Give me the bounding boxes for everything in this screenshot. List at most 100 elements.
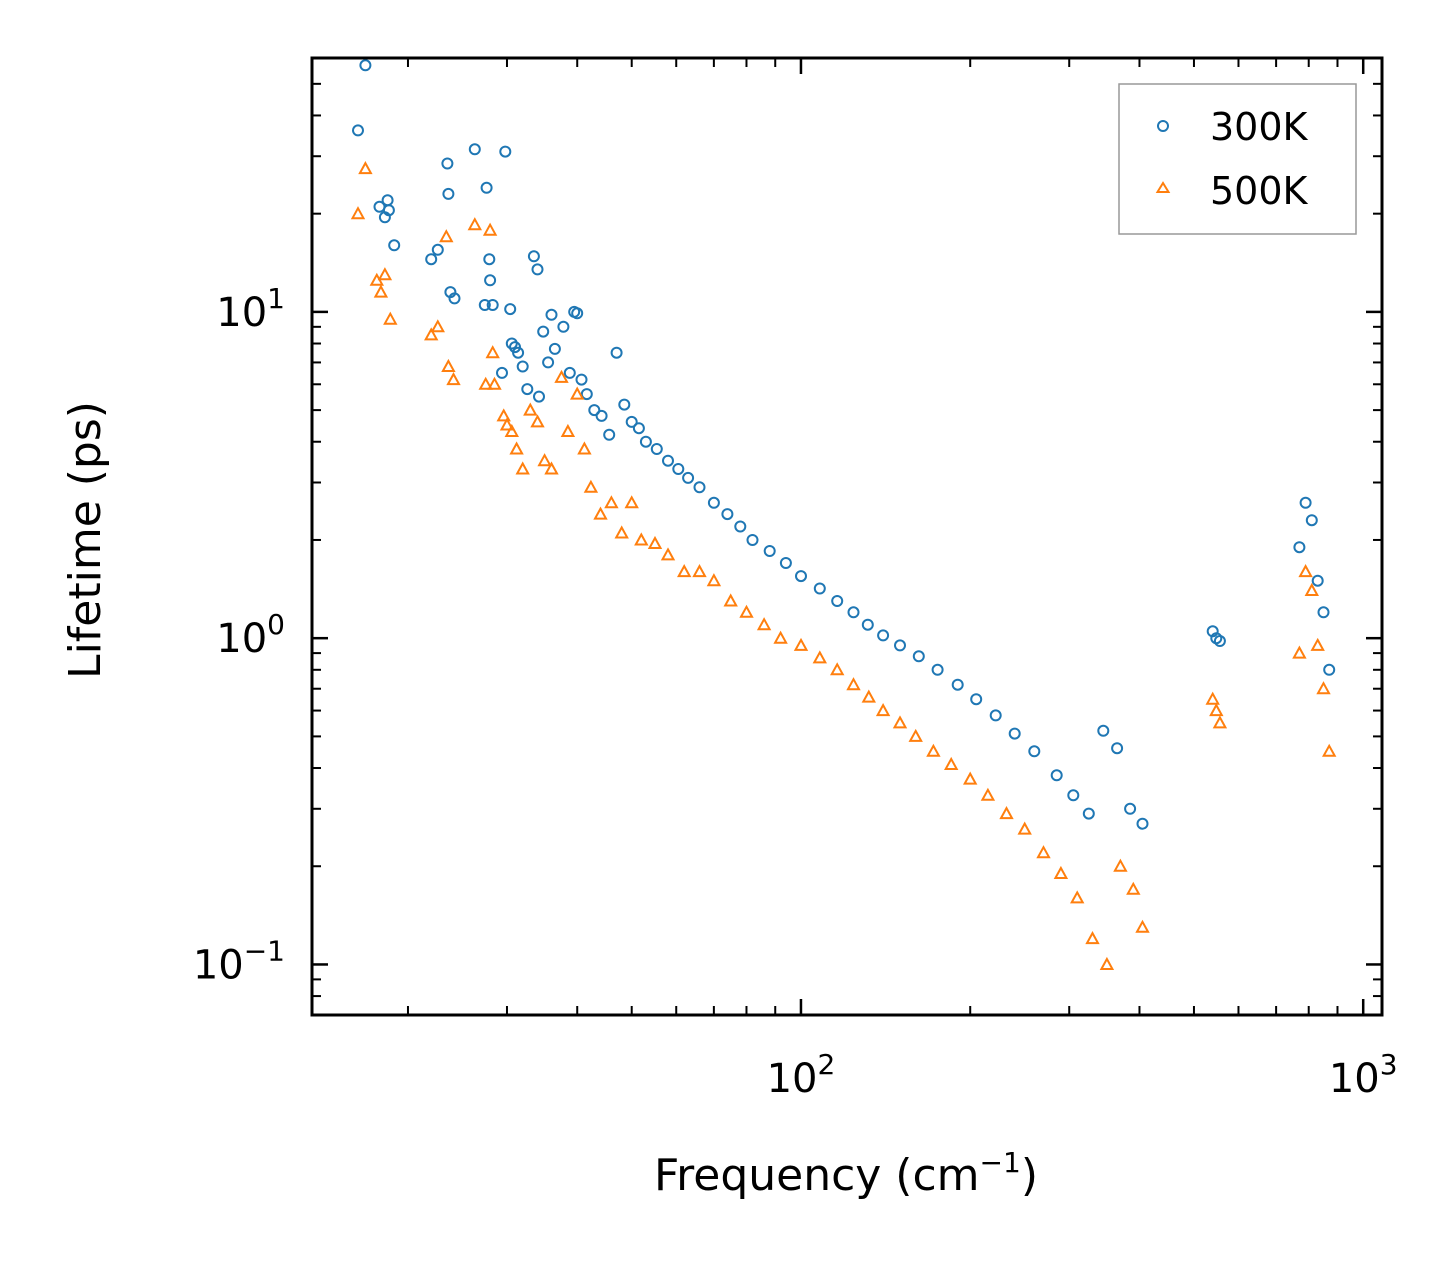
- point-300k: [548, 342, 561, 355]
- x-axis-label-base: Frequency (cm: [654, 1150, 980, 1201]
- point-500k: [1322, 743, 1337, 757]
- point-300k: [441, 157, 454, 170]
- point-500k: [441, 358, 456, 372]
- point-300k: [504, 303, 517, 316]
- point-300k: [575, 373, 588, 386]
- point-500k: [593, 506, 608, 520]
- point-500k: [926, 743, 941, 757]
- point-300k: [542, 356, 555, 369]
- point-300k: [388, 239, 401, 252]
- point-300k: [531, 263, 544, 276]
- point-300k: [382, 204, 395, 217]
- point-500k: [944, 756, 959, 770]
- point-500k: [1298, 564, 1313, 578]
- x-tick-label: 103: [1329, 1048, 1398, 1102]
- point-500k: [560, 423, 576, 437]
- point-300k: [632, 422, 645, 435]
- point-300k: [580, 388, 593, 401]
- point-500k: [496, 408, 511, 422]
- point-500k: [604, 495, 619, 509]
- point-300k: [1206, 625, 1219, 638]
- point-500k: [499, 417, 515, 431]
- y-tick-label-exp: 0: [267, 608, 285, 641]
- point-500k: [1099, 956, 1115, 970]
- point-300k: [512, 346, 525, 359]
- legend-marker-300k: [1157, 120, 1169, 132]
- point-300k: [521, 383, 534, 396]
- point-500k: [446, 372, 461, 386]
- point-300k: [1299, 496, 1312, 509]
- point-300k: [1082, 807, 1095, 820]
- point-500k: [692, 564, 707, 578]
- point-500k: [487, 376, 502, 390]
- point-500k: [537, 453, 552, 467]
- point-300k: [989, 709, 1002, 722]
- point-300k: [894, 639, 906, 652]
- point-500k: [1304, 582, 1319, 596]
- point-500k: [1070, 890, 1085, 904]
- point-300k: [625, 415, 638, 428]
- point-300k: [499, 145, 512, 158]
- point-500k: [577, 441, 592, 455]
- point-300k: [448, 292, 461, 305]
- x-axis-label-sup: −1: [980, 1146, 1021, 1179]
- y-tick-label-base: 10: [193, 942, 244, 988]
- point-500k: [1292, 645, 1307, 659]
- point-300k: [831, 595, 844, 607]
- x-tick-label-exp: 3: [1380, 1048, 1398, 1081]
- point-500k: [1212, 715, 1228, 729]
- point-500k: [482, 222, 498, 236]
- point-300k: [721, 508, 734, 521]
- point-300k: [1213, 635, 1226, 647]
- point-500k: [1113, 858, 1128, 872]
- point-300k: [1311, 574, 1324, 587]
- point-300k: [480, 181, 493, 194]
- point-500k: [908, 728, 923, 742]
- point-300k: [682, 471, 695, 484]
- point-300k: [746, 534, 759, 546]
- point-300k: [1317, 606, 1330, 619]
- point-500k: [963, 771, 978, 785]
- point-500k: [504, 423, 519, 437]
- point-500k: [660, 547, 676, 561]
- point-300k: [650, 443, 663, 455]
- point-500k: [793, 637, 809, 651]
- point-500k: [706, 573, 722, 587]
- point-500k: [358, 161, 373, 175]
- point-500k: [861, 689, 876, 703]
- point-500k: [424, 327, 439, 341]
- point-500k: [515, 461, 530, 475]
- point-300k: [533, 390, 545, 403]
- point-500k: [544, 461, 559, 475]
- point-500k: [377, 267, 393, 281]
- point-500k: [570, 386, 585, 400]
- point-300k: [484, 274, 497, 287]
- y-tick-label-base: 10: [216, 290, 267, 336]
- point-500k: [583, 479, 599, 493]
- point-500k: [677, 564, 692, 578]
- point-300k: [1293, 541, 1306, 554]
- point-500k: [756, 617, 772, 631]
- point-500k: [846, 677, 861, 691]
- point-500k: [1205, 691, 1220, 705]
- x-axis-label-end: ): [1021, 1150, 1038, 1201]
- point-500k: [812, 650, 827, 664]
- point-300k: [877, 629, 890, 642]
- point-300k: [861, 618, 874, 631]
- point-300k: [847, 606, 860, 619]
- point-300k: [1305, 514, 1318, 527]
- point-300k: [595, 409, 608, 422]
- point-300k: [639, 435, 652, 448]
- point-300k: [931, 663, 944, 676]
- point-300k: [1136, 817, 1149, 830]
- point-500k: [1135, 919, 1150, 933]
- x-tick-label: 102: [767, 1048, 836, 1102]
- legend-marker-500k: [1155, 181, 1171, 193]
- point-300k: [516, 360, 529, 373]
- point-300k: [693, 481, 706, 494]
- point-300k: [527, 250, 540, 263]
- point-500k: [350, 206, 366, 220]
- point-300k: [1050, 769, 1063, 782]
- x-axis-label: Frequency (cm−1): [654, 1146, 1038, 1201]
